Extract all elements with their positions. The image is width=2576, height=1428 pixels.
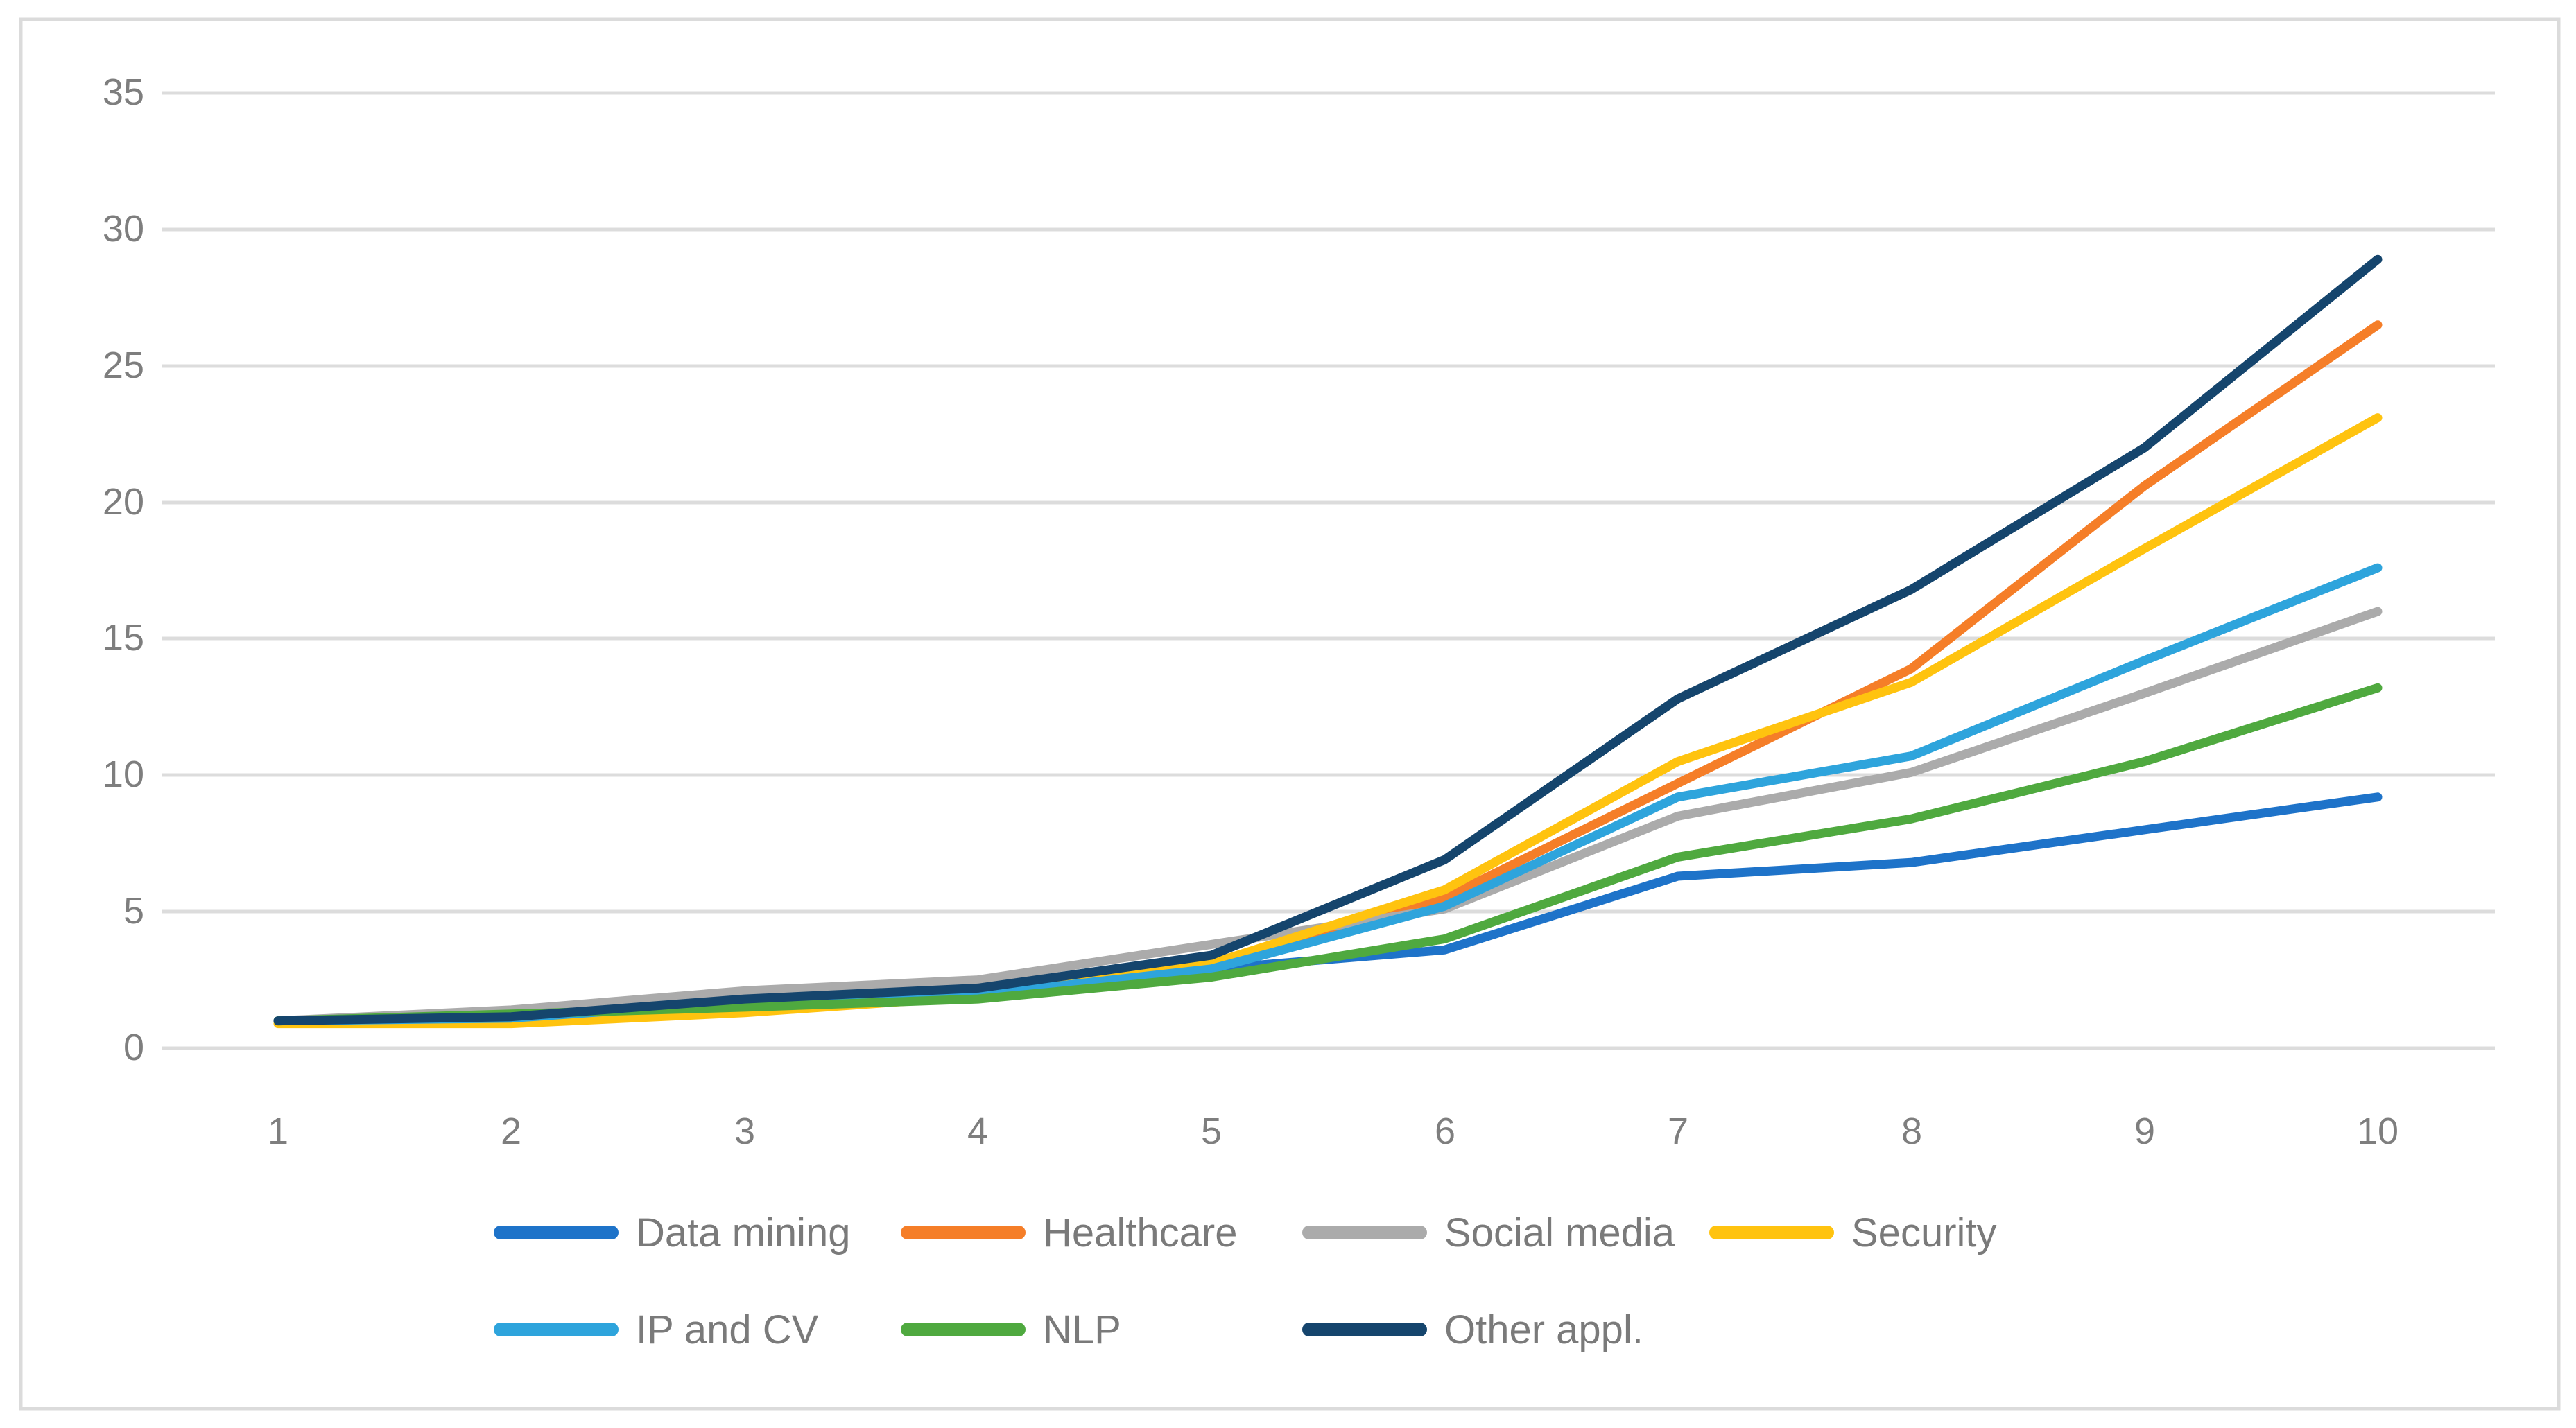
legend-item-healthcare: Healthcare — [901, 1210, 1237, 1255]
legend-item-nlp: NLP — [901, 1307, 1121, 1352]
series-line-healthcare — [273, 320, 2383, 1026]
y-tick-25: 25 — [103, 345, 144, 386]
legend-label-nlp: NLP — [1043, 1307, 1121, 1352]
x-tick-8: 8 — [1901, 1111, 1922, 1152]
legend-item-security: Security — [1709, 1210, 1997, 1255]
legend-swatch-security — [1709, 1226, 1834, 1239]
series-line-security — [273, 413, 2383, 1029]
x-tick-3: 3 — [734, 1111, 755, 1152]
x-tick-1: 1 — [268, 1111, 288, 1152]
legend-item-data-mining: Data mining — [494, 1210, 850, 1255]
legend-label-security: Security — [1851, 1210, 1997, 1255]
legend-swatch-other-appl — [1302, 1323, 1427, 1336]
legend-label-ip-and-cv: IP and CV — [636, 1307, 819, 1352]
x-tick-5: 5 — [1201, 1111, 1222, 1152]
legend-swatch-ip-and-cv — [494, 1323, 619, 1336]
y-axis-tick-labels: 35 30 25 20 15 10 5 0 — [103, 71, 144, 1068]
y-tick-20: 20 — [103, 481, 144, 523]
legend-item-social-media: Social media — [1302, 1210, 1675, 1255]
y-tick-30: 30 — [103, 208, 144, 250]
y-tick-5: 5 — [123, 890, 144, 932]
series-line-ip-and-cv — [273, 563, 2383, 1026]
y-tick-35: 35 — [103, 71, 144, 113]
x-tick-10: 10 — [2357, 1111, 2398, 1152]
x-tick-6: 6 — [1435, 1111, 1455, 1152]
gridlines — [162, 91, 2495, 1050]
x-tick-9: 9 — [2134, 1111, 2155, 1152]
plot-series — [273, 254, 2383, 1029]
legend-item-ip-and-cv: IP and CV — [494, 1307, 819, 1352]
x-tick-2: 2 — [501, 1111, 521, 1152]
y-tick-10: 10 — [103, 754, 144, 795]
legend-swatch-social-media — [1302, 1226, 1427, 1239]
x-tick-7: 7 — [1668, 1111, 1688, 1152]
y-tick-15: 15 — [103, 617, 144, 659]
chart-border — [19, 17, 2561, 1411]
series-line-nlp — [273, 683, 2383, 1026]
legend-swatch-nlp — [901, 1323, 1026, 1336]
legend-label-social-media: Social media — [1444, 1210, 1675, 1255]
legend-label-other-appl: Other appl. — [1444, 1307, 1643, 1352]
legend: Data mining Healthcare Social media Secu… — [494, 1210, 1997, 1352]
legend-label-healthcare: Healthcare — [1043, 1210, 1237, 1255]
x-tick-4: 4 — [967, 1111, 988, 1152]
legend-item-other-appl: Other appl. — [1302, 1307, 1643, 1352]
legend-label-data-mining: Data mining — [636, 1210, 850, 1255]
y-tick-0: 0 — [123, 1027, 144, 1068]
x-axis-tick-labels: 1 2 3 4 5 6 7 8 9 10 — [268, 1111, 2398, 1152]
legend-swatch-data-mining — [494, 1226, 619, 1239]
series-line-other-appl — [273, 254, 2383, 1026]
legend-swatch-healthcare — [901, 1226, 1026, 1239]
